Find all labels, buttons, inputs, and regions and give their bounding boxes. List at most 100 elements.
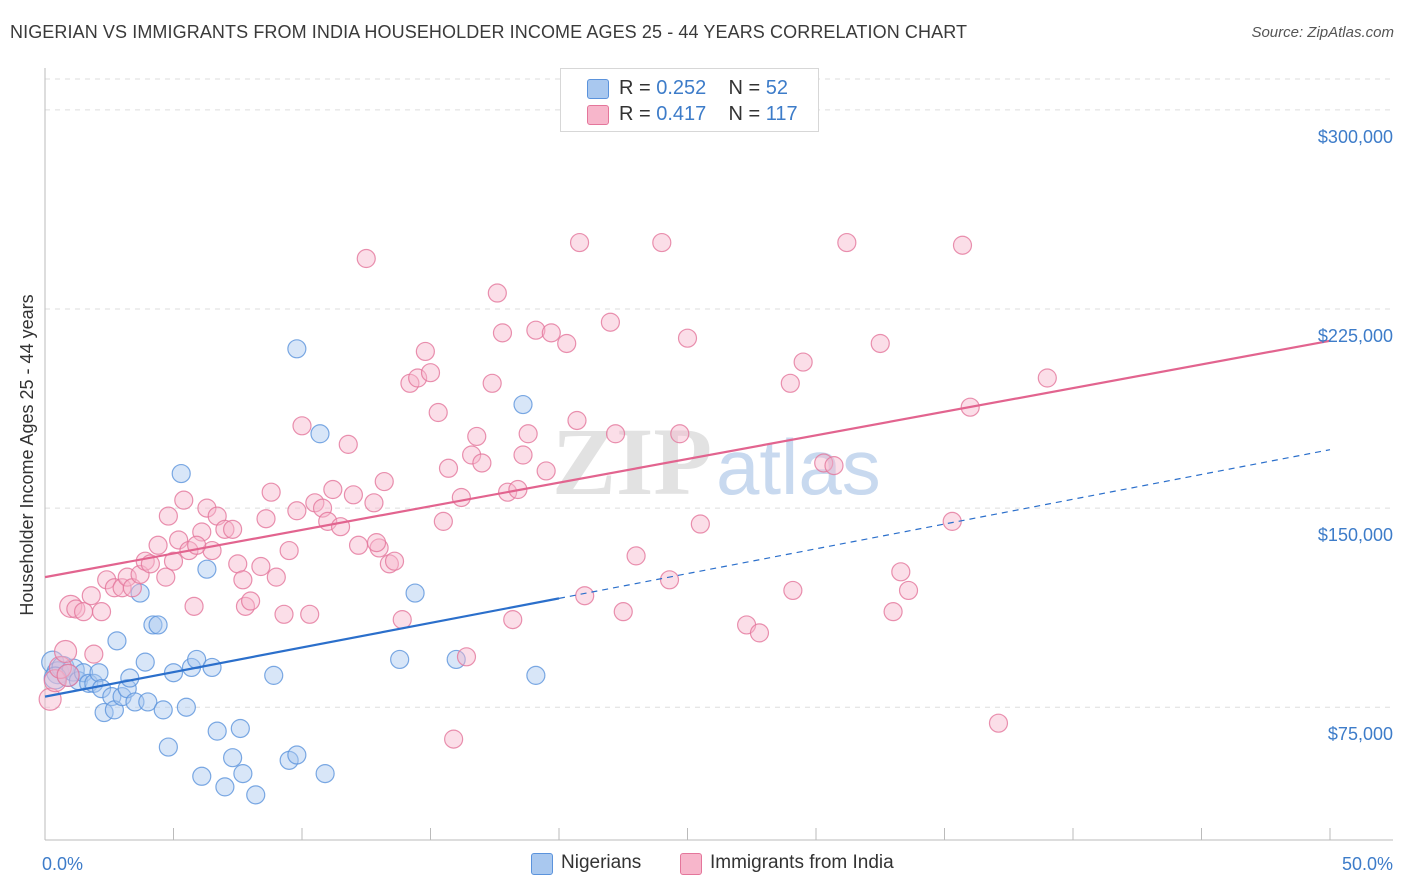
- india-point: [567, 410, 587, 431]
- nigerian-point: [158, 737, 178, 757]
- india-point: [323, 479, 343, 500]
- india-point: [84, 644, 104, 664]
- india-point: [366, 533, 387, 553]
- y-tick-label: $75,000: [1328, 724, 1393, 744]
- nigerian-point: [526, 665, 546, 685]
- india-point: [670, 424, 690, 444]
- india-point: [793, 352, 813, 372]
- india-trend-line: [44, 339, 1331, 579]
- india-point: [66, 599, 86, 619]
- india-point: [626, 546, 646, 566]
- india-point: [241, 591, 261, 611]
- india-point: [613, 602, 633, 622]
- india-point: [652, 232, 672, 253]
- nigerian-point: [197, 559, 217, 579]
- n-value-nigerians: 52: [765, 77, 789, 99]
- nigerian-point: [246, 785, 266, 805]
- nigerian-point: [120, 668, 140, 688]
- nigerian-point: [148, 615, 168, 635]
- india-point: [467, 426, 487, 447]
- nigerian-point: [233, 764, 253, 784]
- india-point: [235, 596, 256, 616]
- india-point: [824, 456, 844, 476]
- india-point: [659, 570, 680, 590]
- india-point: [891, 562, 911, 582]
- india-point: [575, 586, 595, 606]
- india-point: [81, 586, 101, 606]
- india-point: [174, 490, 194, 510]
- watermark-zip: ZIP: [552, 408, 712, 515]
- nigerian-point: [89, 663, 109, 683]
- correlation-legend: R = 0.252 N = 52 R = 0.417 N = 117: [560, 68, 819, 132]
- india-point: [518, 424, 538, 444]
- x-tick-label: 0.0%: [42, 854, 83, 874]
- india-point: [415, 341, 435, 362]
- india-point: [783, 580, 803, 601]
- r-value-nigerians: 0.252: [656, 77, 707, 99]
- data-points: [38, 232, 1057, 805]
- india-point: [536, 461, 556, 481]
- india-point: [433, 511, 453, 531]
- india-point: [73, 602, 94, 622]
- nigerian-point: [264, 665, 284, 685]
- india-point: [837, 232, 857, 253]
- india-point: [942, 511, 962, 531]
- nigerian-point: [192, 766, 212, 786]
- n-label: N =: [728, 103, 761, 125]
- n-value-india: 117: [765, 103, 798, 125]
- india-point: [690, 514, 710, 534]
- india-point: [451, 487, 471, 508]
- india-point: [163, 551, 184, 571]
- india-point: [526, 320, 546, 340]
- nigerian-point: [135, 652, 155, 672]
- india-point: [392, 610, 412, 630]
- trend-lines: [44, 339, 1331, 698]
- n-label: N =: [728, 77, 761, 99]
- india-point: [338, 434, 358, 454]
- tick-labels: $75,000 $150,000 $225,000 $300,000 0.0% 50.0%: [42, 127, 1393, 874]
- y-tick-label: $150,000: [1318, 525, 1393, 545]
- india-point: [228, 554, 248, 574]
- india-point: [330, 517, 351, 537]
- india-point: [749, 623, 770, 643]
- r-label: R =: [619, 77, 651, 99]
- india-point: [266, 567, 286, 587]
- india-point: [605, 424, 626, 444]
- india-point: [952, 235, 973, 255]
- nigerian-point: [405, 583, 425, 603]
- india-point: [148, 535, 168, 555]
- india-point: [492, 323, 513, 343]
- india-point: [379, 554, 399, 574]
- nigerian-point: [223, 748, 243, 768]
- india-point: [780, 373, 800, 393]
- india-point: [251, 556, 271, 577]
- india-point: [898, 580, 919, 601]
- india-point: [292, 416, 312, 436]
- india-point: [256, 509, 276, 529]
- india-point: [187, 535, 207, 555]
- y-tick-label: $300,000: [1318, 127, 1393, 147]
- nigerian-point: [513, 394, 533, 415]
- india-point: [503, 610, 523, 630]
- nigerian-point: [215, 777, 235, 797]
- r-value-india: 0.417: [656, 103, 707, 125]
- india-point: [43, 669, 67, 693]
- india-legend-label: Immigrants from India: [710, 852, 894, 873]
- india-point: [356, 248, 376, 269]
- india-point: [420, 363, 441, 383]
- nigerians-legend-label: Nigerians: [561, 852, 642, 873]
- india-point: [677, 328, 698, 348]
- india-point: [97, 570, 117, 590]
- india-point: [988, 713, 1009, 733]
- india-point: [112, 578, 132, 598]
- india-point: [215, 519, 235, 539]
- y-axis-label: Householder Income Ages 25 - 44 years: [17, 294, 37, 615]
- india-point: [569, 232, 590, 253]
- nigerians-trend-line: [44, 597, 560, 698]
- r-label: R =: [619, 103, 651, 125]
- india-point: [428, 402, 448, 423]
- india-point: [53, 639, 78, 664]
- source-label: Source: ZipAtlas.com: [1251, 24, 1394, 41]
- india-point: [1037, 368, 1057, 388]
